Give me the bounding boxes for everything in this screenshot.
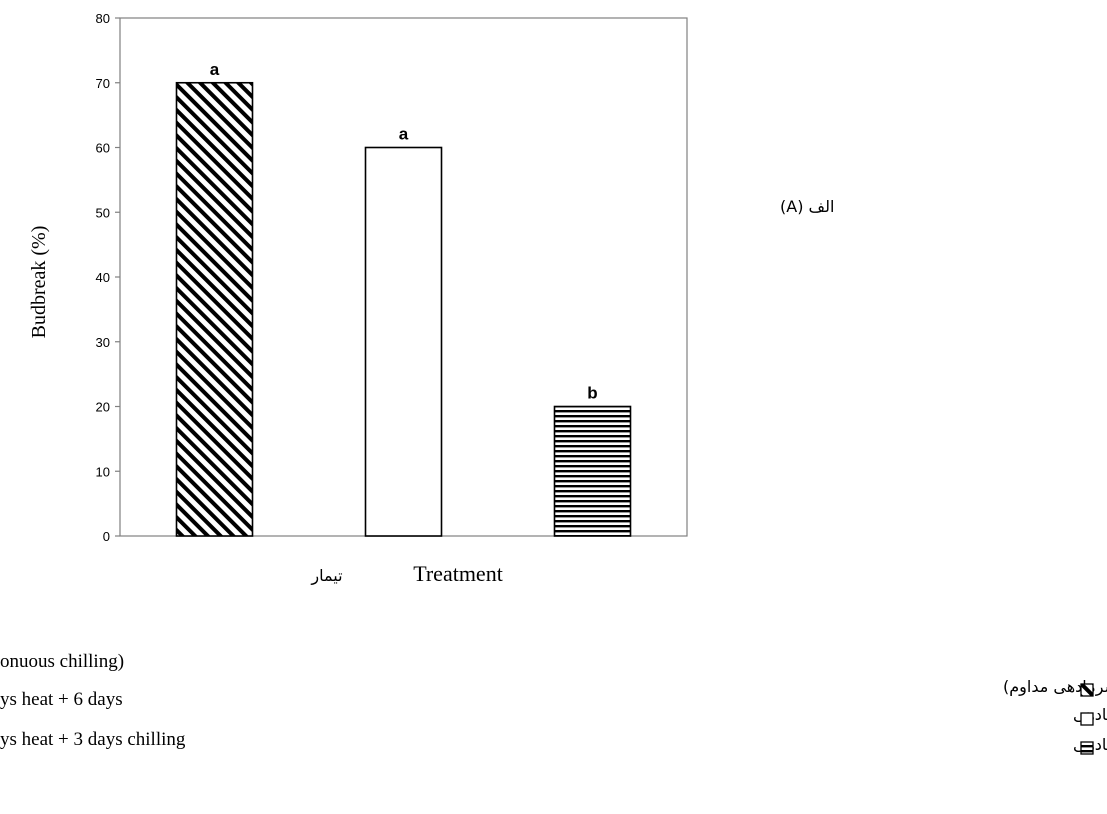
y-tick-label: 60 xyxy=(96,141,110,156)
legend-swatch-horizontal-icon xyxy=(1080,741,1094,755)
plot-area: 0 10 20 30 40 50 60 70 80 a a b xyxy=(96,11,688,544)
bar-label-2: a xyxy=(399,125,409,144)
bars: a a b xyxy=(175,60,632,537)
y-axis-label: Budbreak (%) xyxy=(28,226,50,339)
x-axis-label: Treatment xyxy=(413,561,503,586)
bar-1 xyxy=(175,81,254,537)
legend-english-1: onuous chilling) xyxy=(0,651,124,672)
y-tick-label: 10 xyxy=(96,464,110,479)
y-axis: 0 10 20 30 40 50 60 70 80 xyxy=(96,11,120,544)
y-tick-label: 50 xyxy=(96,205,110,220)
legend: onuous chilling) ys heat + 6 days ys hea… xyxy=(0,651,1107,755)
y-tick-label: 70 xyxy=(96,76,110,91)
bar-2 xyxy=(364,146,443,537)
x-axis-label-persian: تیمار xyxy=(310,566,342,586)
bar-3 xyxy=(553,405,632,537)
legend-swatch-diagonal-icon xyxy=(1080,683,1094,697)
legend-swatch-blank-icon xyxy=(1080,712,1094,726)
legend-english-3: ys heat + 3 days chilling xyxy=(0,729,186,750)
bar-label-3: b xyxy=(587,384,597,403)
y-tick-label: 80 xyxy=(96,11,110,26)
y-tick-label: 40 xyxy=(96,270,110,285)
y-tick-label: 30 xyxy=(96,335,110,350)
bar-label-1: a xyxy=(210,60,220,79)
legend-english-2: ys heat + 6 days xyxy=(0,689,123,710)
panel-label: (A) الف xyxy=(780,197,834,216)
y-tick-label: 20 xyxy=(96,400,110,415)
y-tick-label: 0 xyxy=(103,529,110,544)
